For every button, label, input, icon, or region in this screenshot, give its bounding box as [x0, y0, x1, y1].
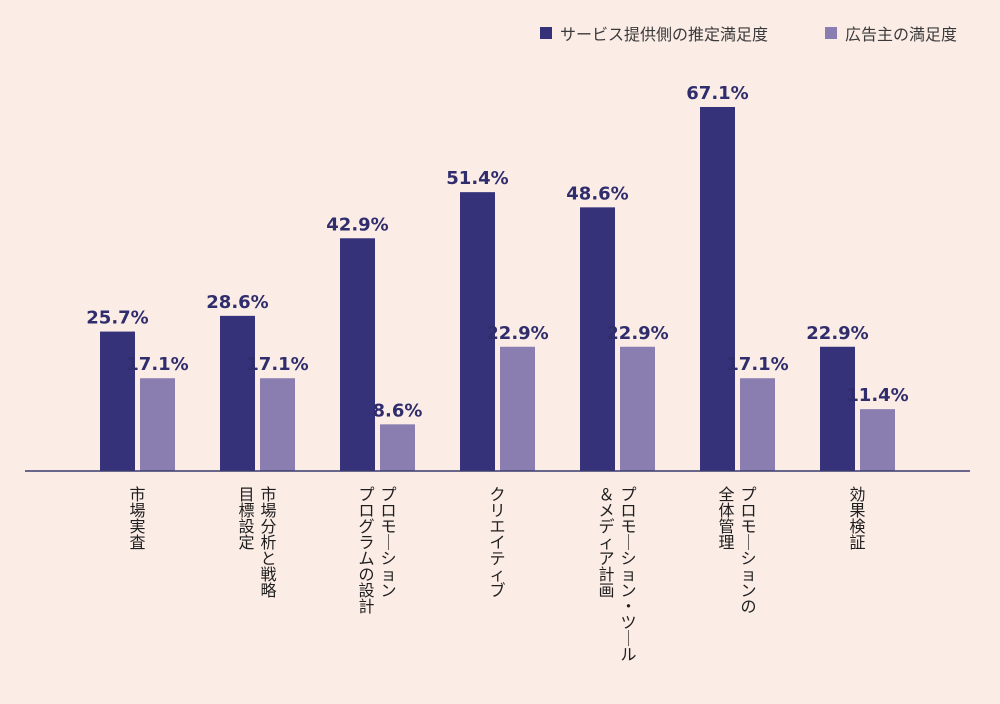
- category-label-4-line-1: クリエイティブ: [489, 485, 505, 600]
- category-label-7-line-1: 効果検証: [849, 485, 865, 552]
- bar-series-1-cat-2: [220, 315, 255, 471]
- category-label-2-line-2: 目標設定: [238, 485, 254, 552]
- data-label-series-2-cat-5: 22.9%: [606, 323, 668, 344]
- data-label-series-1-cat-4: 51.4%: [446, 168, 508, 189]
- data-label-series-2-cat-2: 17.1%: [246, 354, 308, 375]
- category-label-5-line-1: プロモ｜ション・ツ｜ル: [620, 485, 636, 664]
- bar-series-2-cat-2: [260, 378, 295, 471]
- bar-series-2-cat-1: [140, 378, 175, 471]
- bar-series-2-cat-3: [380, 424, 415, 471]
- bar-series-1-cat-7: [820, 346, 855, 471]
- category-label-5-line-2: ＆メディア計画: [598, 485, 614, 600]
- bar-series-1-cat-5: [580, 207, 615, 471]
- data-label-series-1-cat-2: 28.6%: [206, 292, 268, 313]
- category-label-3-line-1: プロモ｜ション: [380, 485, 396, 600]
- legend-label-series-2: 広告主の満足度: [845, 25, 957, 44]
- category-label-6-line-2: 全体管理: [718, 485, 734, 552]
- data-label-series-2-cat-3: 8.6%: [373, 400, 423, 421]
- bar-series-1-cat-1: [100, 331, 135, 471]
- legend: サービス提供側の推定満足度 広告主の満足度: [540, 25, 957, 44]
- bar-series-2-cat-4: [500, 346, 535, 471]
- data-label-series-1-cat-1: 25.7%: [86, 308, 148, 329]
- category-label-6-line-1: プロモ｜ションの: [740, 485, 756, 616]
- legend-swatch-series-2: [825, 27, 837, 39]
- bar-series-1-cat-4: [460, 192, 495, 471]
- data-label-series-1-cat-5: 48.6%: [566, 183, 628, 204]
- category-label-2-line-1: 市場分析と戦略: [260, 485, 276, 600]
- data-label-series-2-cat-4: 22.9%: [486, 323, 548, 344]
- data-label-series-1-cat-6: 67.1%: [686, 83, 748, 104]
- legend-swatch-series-1: [540, 27, 552, 39]
- bar-series-2-cat-5: [620, 346, 655, 471]
- bars-group: 25.7% 28.6% 42.9% 51.4% 48.6% 67.1% 22.9% 17.1%…: [86, 83, 909, 472]
- data-label-series-2-cat-1: 17.1%: [126, 354, 188, 375]
- bar-series-1-cat-6: [700, 106, 735, 472]
- category-label-3-line-2: プログラムの設計: [358, 485, 374, 616]
- category-label-1-line-1: 市場実査: [129, 485, 145, 552]
- data-label-series-2-cat-6: 17.1%: [726, 354, 788, 375]
- bar-series-1-cat-3: [340, 238, 375, 471]
- data-label-series-1-cat-3: 42.9%: [326, 214, 388, 235]
- data-label-series-1-cat-7: 22.9%: [806, 323, 868, 344]
- bar-series-2-cat-7: [860, 409, 895, 471]
- legend-label-series-1: サービス提供側の推定満足度: [560, 25, 768, 44]
- data-label-series-2-cat-7: 11.4%: [846, 385, 908, 406]
- bar-series-2-cat-6: [740, 378, 775, 471]
